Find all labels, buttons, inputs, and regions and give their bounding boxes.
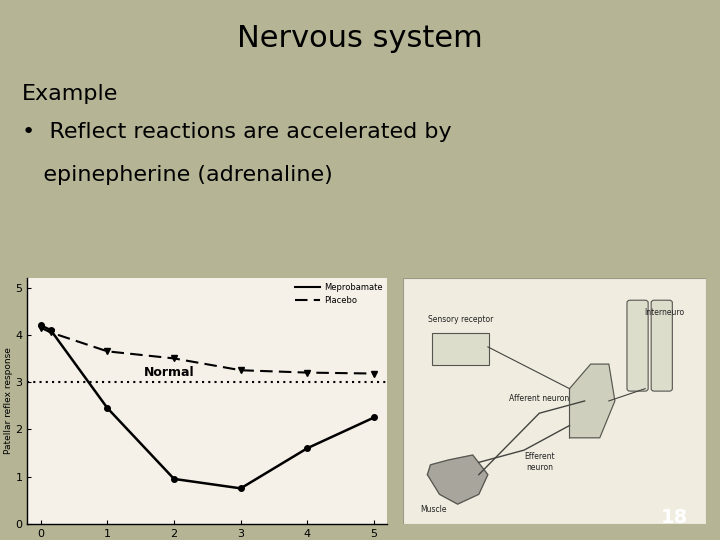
Polygon shape — [570, 364, 615, 438]
Y-axis label: Patellar reflex response: Patellar reflex response — [4, 348, 12, 454]
Text: epinepherine (adrenaline): epinepherine (adrenaline) — [22, 165, 333, 185]
Legend: Meprobamate, Placebo: Meprobamate, Placebo — [291, 280, 386, 308]
FancyBboxPatch shape — [627, 300, 648, 391]
Text: Interneuro: Interneuro — [644, 308, 685, 317]
Text: Muscle: Muscle — [420, 504, 446, 514]
FancyBboxPatch shape — [432, 333, 490, 366]
FancyBboxPatch shape — [403, 278, 706, 524]
FancyBboxPatch shape — [651, 300, 672, 391]
Text: Sensory receptor: Sensory receptor — [428, 315, 493, 325]
Text: 18: 18 — [661, 508, 688, 526]
Text: Afferent neuron: Afferent neuron — [509, 394, 570, 403]
Text: Normal: Normal — [144, 366, 194, 379]
Text: Nervous system: Nervous system — [237, 24, 483, 53]
Polygon shape — [428, 455, 488, 504]
Text: Example: Example — [22, 84, 118, 104]
Text: •  Reflect reactions are accelerated by: • Reflect reactions are accelerated by — [22, 122, 451, 141]
Text: Efferent
neuron: Efferent neuron — [524, 453, 554, 472]
